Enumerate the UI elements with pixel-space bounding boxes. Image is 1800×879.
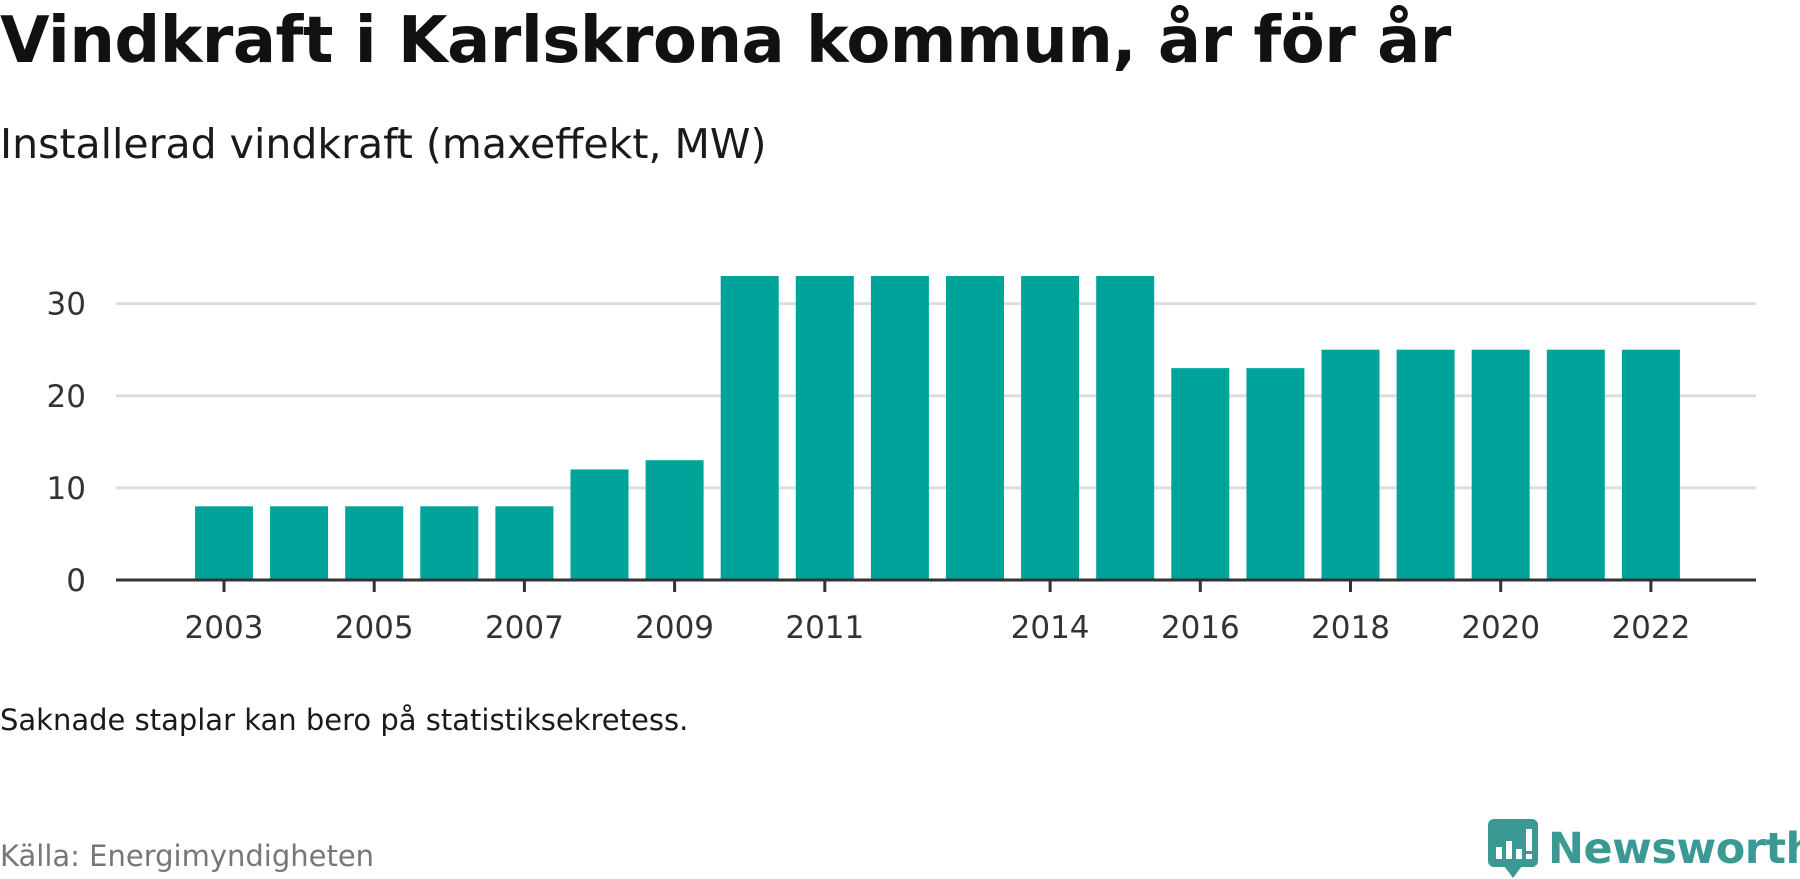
bar-2007: [495, 506, 554, 580]
x-tick-label: 2018: [1311, 610, 1390, 646]
bar-2010: [720, 276, 779, 580]
chart-title: Vindkraft i Karlskrona kommun, år för år: [0, 4, 1451, 78]
x-tick-label: 2003: [185, 610, 264, 646]
bar-2019: [1396, 349, 1455, 580]
bar-2020: [1471, 349, 1530, 580]
bar-2016: [1171, 368, 1230, 580]
bar-2005: [345, 506, 404, 580]
bar-2021: [1546, 349, 1605, 580]
y-tick-label: 30: [47, 287, 86, 323]
bar-2009: [645, 460, 704, 580]
bar-2018: [1321, 349, 1380, 580]
bar-2014: [1021, 276, 1080, 580]
x-tick-label: 2016: [1161, 610, 1240, 646]
x-tick-label: 2005: [335, 610, 414, 646]
newsworthy-chart-bubble-icon: [1488, 819, 1538, 878]
x-tick-label: 2011: [785, 610, 864, 646]
bar-2013: [946, 276, 1004, 580]
bar-2003: [195, 506, 253, 580]
bar-2006: [420, 506, 479, 580]
bar-2017: [1246, 368, 1305, 580]
x-tick-label: 2009: [635, 610, 714, 646]
bar-2012: [870, 276, 929, 580]
x-tick-label: 2022: [1611, 610, 1690, 646]
y-tick-label: 20: [47, 379, 86, 415]
bar-chart: 0 10 20 30 2003 2005 2007 2009 2011 2014 2016 2018 2…: [47, 276, 1756, 646]
axes: 0 10 20 30 2003 2005 2007 2009 2011 2014 2016 2018 2…: [47, 287, 1756, 646]
footnote: Saknade staplar kan bero på statistiksek…: [0, 703, 689, 737]
x-tick-label: 2014: [1011, 610, 1090, 646]
bar-2015: [1096, 276, 1155, 580]
chart-subtitle: Installerad vindkraft (maxeffekt, MW): [0, 120, 767, 168]
y-tick-label: 0: [66, 563, 86, 599]
source-credit: Källa: Energimyndigheten: [0, 839, 375, 873]
bars: [195, 276, 1680, 580]
x-tick-label: 2020: [1461, 610, 1540, 646]
newsworthy-logo: Newsworthy: [1488, 819, 1800, 879]
bar-2008: [570, 469, 629, 580]
y-tick-label: 10: [47, 471, 86, 507]
logo-text: Newsworthy: [1548, 824, 1800, 874]
bar-2011: [795, 276, 854, 580]
bar-2004: [270, 506, 329, 580]
x-tick-label: 2007: [485, 610, 564, 646]
bar-2022: [1621, 349, 1680, 580]
